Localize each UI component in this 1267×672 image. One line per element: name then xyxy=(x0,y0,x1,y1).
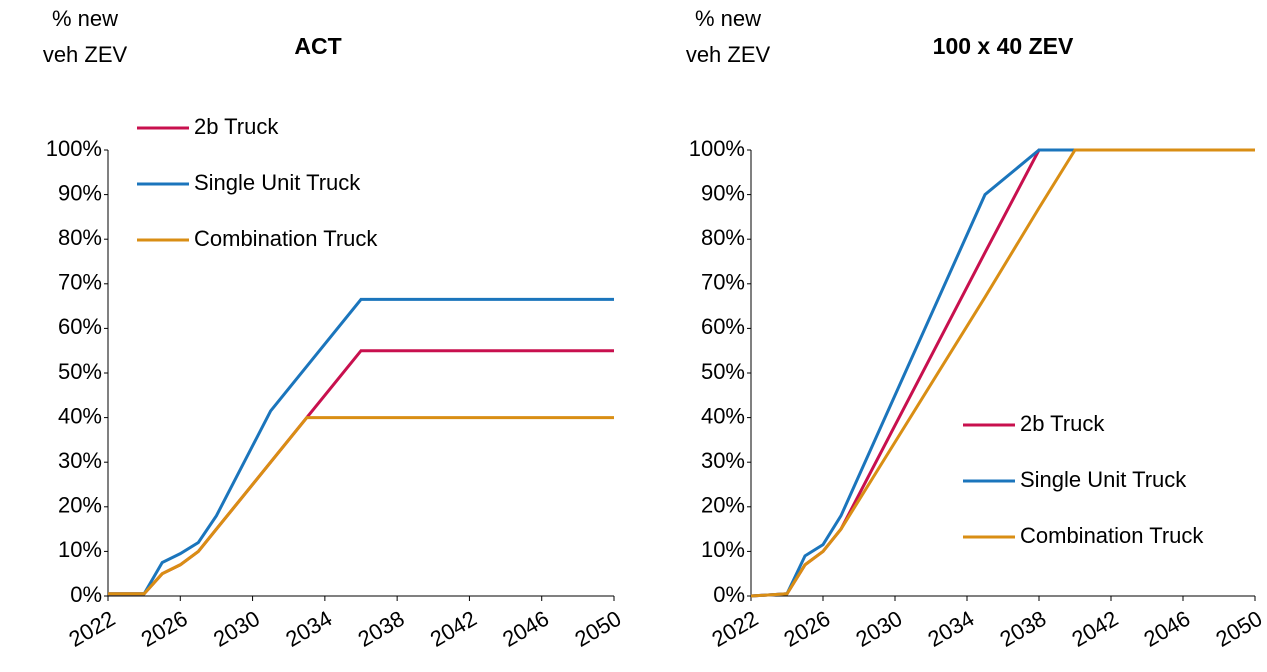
x-tick-label: 2042 xyxy=(426,606,481,652)
x-tick-label: 2026 xyxy=(137,606,192,652)
y-tick-label: 70% xyxy=(58,270,102,295)
y-tick-label: 80% xyxy=(701,225,745,250)
x-tick-label: 2034 xyxy=(281,606,336,652)
x-tick-label: 2030 xyxy=(209,606,264,652)
chart-title: 100 x 40 ZEV xyxy=(933,33,1074,59)
y-tick-label: 20% xyxy=(701,493,745,518)
x-tick-label: 2046 xyxy=(1140,606,1195,652)
x-tick-label: 2022 xyxy=(708,606,763,652)
legend-label: Combination Truck xyxy=(1020,523,1204,548)
y-tick-label: 60% xyxy=(701,314,745,339)
y-axis-label: veh ZEV xyxy=(686,42,771,67)
x-tick-label: 2038 xyxy=(354,606,409,652)
series-line xyxy=(108,297,614,596)
x-tick-label: 2046 xyxy=(498,606,553,652)
legend-label: Combination Truck xyxy=(194,226,378,251)
y-tick-label: 30% xyxy=(58,448,102,473)
legend-label: Single Unit Truck xyxy=(194,170,361,195)
y-tick-label: 10% xyxy=(701,537,745,562)
x-tick-label: 2026 xyxy=(780,606,835,652)
x-tick-label: 2042 xyxy=(1068,606,1123,652)
x-tick-label: 2050 xyxy=(571,606,626,652)
y-tick-label: 0% xyxy=(713,582,745,607)
x-tick-label: 2050 xyxy=(1212,606,1267,652)
legend-label: Single Unit Truck xyxy=(1020,467,1187,492)
y-tick-label: 90% xyxy=(701,180,745,205)
y-axis-label: % new xyxy=(52,6,118,31)
x-tick-label: 2038 xyxy=(996,606,1051,652)
series-line xyxy=(108,349,614,596)
series-line xyxy=(750,148,1255,598)
y-axis-label: veh ZEV xyxy=(43,42,128,67)
x-tick-label: 2022 xyxy=(65,606,120,652)
y-tick-label: 40% xyxy=(701,403,745,428)
y-tick-label: 70% xyxy=(701,270,745,295)
y-axis-label: % new xyxy=(695,6,761,31)
y-tick-label: 10% xyxy=(58,537,102,562)
y-tick-label: 100% xyxy=(689,136,745,161)
y-tick-label: 60% xyxy=(58,314,102,339)
legend-label: 2b Truck xyxy=(194,114,279,139)
chart-title: ACT xyxy=(294,33,341,59)
y-tick-label: 90% xyxy=(58,180,102,205)
x-tick-label: 2034 xyxy=(924,606,979,652)
legend-label: 2b Truck xyxy=(1020,411,1105,436)
y-tick-label: 40% xyxy=(58,403,102,428)
series-line xyxy=(108,416,614,596)
y-tick-label: 0% xyxy=(70,582,102,607)
y-tick-label: 100% xyxy=(46,136,102,161)
y-tick-label: 80% xyxy=(58,225,102,250)
y-tick-label: 30% xyxy=(701,448,745,473)
y-tick-label: 50% xyxy=(58,359,102,384)
x-tick-label: 2030 xyxy=(852,606,907,652)
y-tick-label: 50% xyxy=(701,359,745,384)
series-line xyxy=(750,148,1255,598)
y-tick-label: 20% xyxy=(58,493,102,518)
